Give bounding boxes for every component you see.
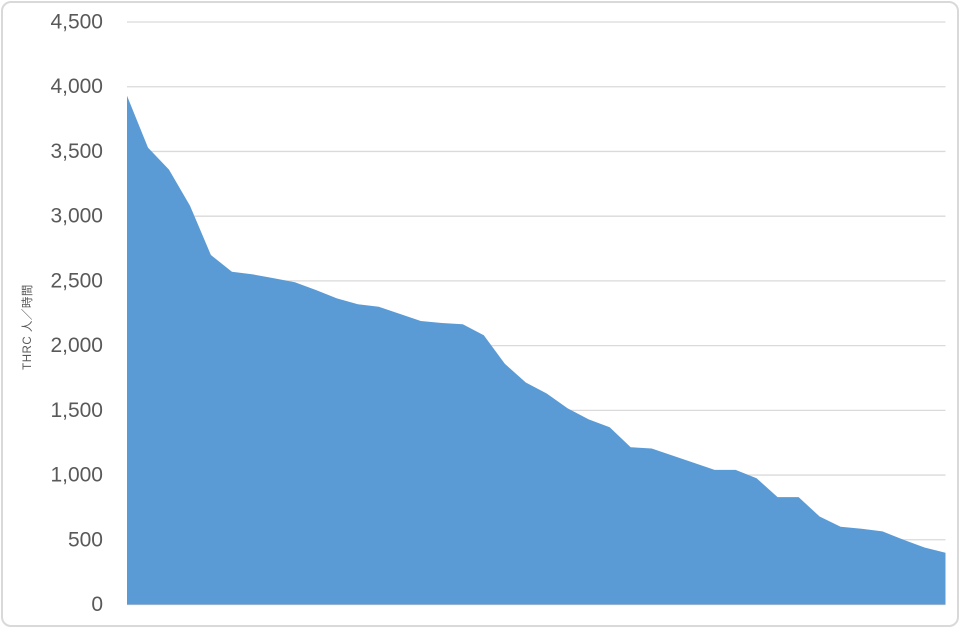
y-tick-label: 2,000 [50,334,103,357]
y-axis-title: THRC 人／時間 [22,284,34,370]
y-tick-label: 3,500 [50,140,103,163]
y-tick-label: 0 [91,593,103,616]
y-tick-label: 2,500 [50,269,103,292]
y-tick-label: 500 [68,528,103,551]
area-series [127,95,946,605]
y-tick-label: 3,000 [50,205,103,228]
y-tick-label: 1,500 [50,399,103,422]
y-tick-label: 4,500 [50,11,103,34]
y-tick-label: 4,000 [50,75,103,98]
y-tick-label: 1,000 [50,464,103,487]
